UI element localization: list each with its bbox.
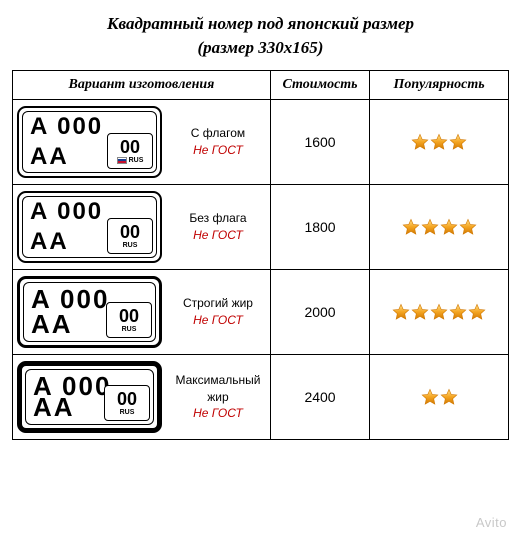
star-icon <box>421 218 439 236</box>
popularity-cell <box>370 99 509 184</box>
plate-region-box: 00 RUS <box>104 385 150 421</box>
star-icon <box>411 303 429 321</box>
license-plate: A 000 AA 00 RUS <box>17 106 162 178</box>
plate-region-box: 00 RUS <box>106 302 152 338</box>
title-line2: (размер 330х165) <box>198 38 324 57</box>
star-icon <box>449 303 467 321</box>
plate-bottom-text: AA <box>30 228 69 256</box>
license-plate: A 000 AA 00 RUS <box>17 191 162 263</box>
popularity-cell <box>370 354 509 439</box>
plate-top-text: A 000 <box>30 198 103 226</box>
star-icon <box>421 388 439 406</box>
gost-note: Не ГОСТ <box>193 406 243 420</box>
stars-container <box>374 133 504 151</box>
star-icon <box>449 133 467 151</box>
stars-container <box>374 303 504 321</box>
variant-name: Строгий жир <box>183 296 253 310</box>
variant-name: С флагом <box>191 126 245 140</box>
star-icon <box>392 303 410 321</box>
star-icon <box>440 218 458 236</box>
star-icon <box>459 218 477 236</box>
table-row: A 000 AA 00 RUS Строгий жир Не ГОСТ 2000 <box>13 269 509 354</box>
gost-note: Не ГОСТ <box>193 313 243 327</box>
header-variant: Вариант изготовления <box>13 70 271 99</box>
star-icon <box>411 133 429 151</box>
plate-region-num: 00 <box>119 307 139 325</box>
plate-bottom-text: AA <box>33 392 75 423</box>
cost-value: 1600 <box>270 99 369 184</box>
plate-region-box: 00 RUS <box>107 218 153 254</box>
star-icon <box>430 133 448 151</box>
gost-note: Не ГОСТ <box>193 143 243 157</box>
gost-note: Не ГОСТ <box>193 228 243 242</box>
variant-description: Максимальный жир Не ГОСТ <box>170 372 266 421</box>
pricing-table: Вариант изготовления Стоимость Популярно… <box>12 70 509 440</box>
plate-region-num: 00 <box>120 223 140 241</box>
plate-region-box: 00 RUS <box>107 133 153 169</box>
plate-rus-label: RUS <box>120 409 135 416</box>
stars-container <box>374 218 504 236</box>
license-plate: A 000 AA 00 RUS <box>17 276 162 348</box>
license-plate: A 000 AA 00 RUS <box>17 361 162 433</box>
watermark: Avito <box>476 515 507 530</box>
plate-top-text: A 000 <box>30 113 103 141</box>
cost-value: 2400 <box>270 354 369 439</box>
plate-rus-label: RUS <box>122 326 137 333</box>
plate-region-num: 00 <box>120 138 140 156</box>
stars-container <box>374 388 504 406</box>
star-icon <box>402 218 420 236</box>
table-row: A 000 AA 00 RUS Максимальный жир Не ГОСТ… <box>13 354 509 439</box>
star-icon <box>430 303 448 321</box>
flag-icon <box>117 157 127 164</box>
star-icon <box>468 303 486 321</box>
popularity-cell <box>370 184 509 269</box>
star-icon <box>440 388 458 406</box>
variant-description: Строгий жир Не ГОСТ <box>170 295 266 327</box>
plate-bottom-text: AA <box>30 143 69 171</box>
page-title: Квадратный номер под японский размер (ра… <box>12 12 509 60</box>
popularity-cell <box>370 269 509 354</box>
header-popularity: Популярность <box>370 70 509 99</box>
title-line1: Квадратный номер под японский размер <box>107 14 414 33</box>
variant-name: Без флага <box>189 211 246 225</box>
cost-value: 2000 <box>270 269 369 354</box>
plate-rus-label: RUS <box>129 157 144 164</box>
plate-region-num: 00 <box>117 390 137 408</box>
table-row: A 000 AA 00 RUS С флагом Не ГОСТ 1600 <box>13 99 509 184</box>
table-row: A 000 AA 00 RUS Без флага Не ГОСТ 1800 <box>13 184 509 269</box>
header-cost: Стоимость <box>270 70 369 99</box>
plate-bottom-text: AA <box>31 309 73 340</box>
variant-description: С флагом Не ГОСТ <box>170 125 266 157</box>
variant-name: Максимальный жир <box>175 373 260 403</box>
variant-description: Без флага Не ГОСТ <box>170 210 266 242</box>
plate-rus-label: RUS <box>123 242 138 249</box>
cost-value: 1800 <box>270 184 369 269</box>
